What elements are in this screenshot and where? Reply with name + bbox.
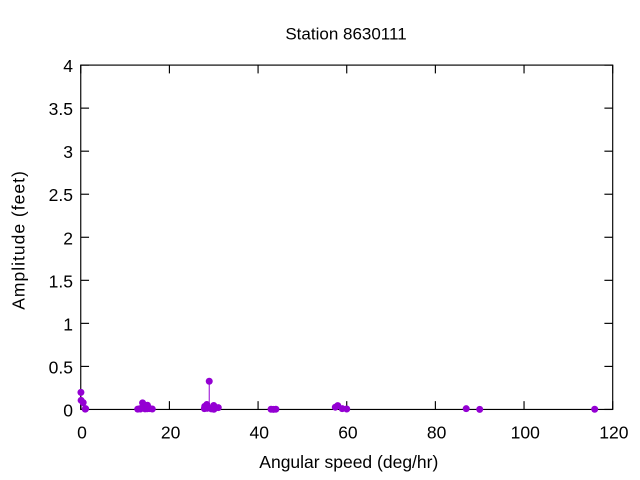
svg-text:0: 0 (77, 422, 87, 442)
svg-text:3: 3 (63, 142, 73, 162)
svg-text:3.5: 3.5 (49, 99, 73, 119)
svg-text:Angular speed (deg/hr): Angular speed (deg/hr) (259, 452, 438, 472)
svg-text:60: 60 (338, 422, 358, 442)
svg-text:1: 1 (63, 314, 73, 334)
svg-text:40: 40 (250, 422, 270, 442)
svg-text:100: 100 (511, 422, 540, 442)
svg-text:Amplitude (feet): Amplitude (feet) (9, 170, 29, 310)
svg-text:120: 120 (599, 422, 628, 442)
svg-text:0: 0 (63, 400, 73, 420)
svg-text:4: 4 (63, 56, 73, 76)
svg-text:Station 8630111: Station 8630111 (285, 24, 406, 43)
svg-text:80: 80 (427, 422, 447, 442)
svg-text:2.5: 2.5 (49, 185, 73, 205)
svg-text:0.5: 0.5 (49, 357, 73, 377)
svg-text:2: 2 (63, 228, 73, 248)
svg-text:1.5: 1.5 (49, 271, 73, 291)
svg-text:20: 20 (161, 422, 181, 442)
